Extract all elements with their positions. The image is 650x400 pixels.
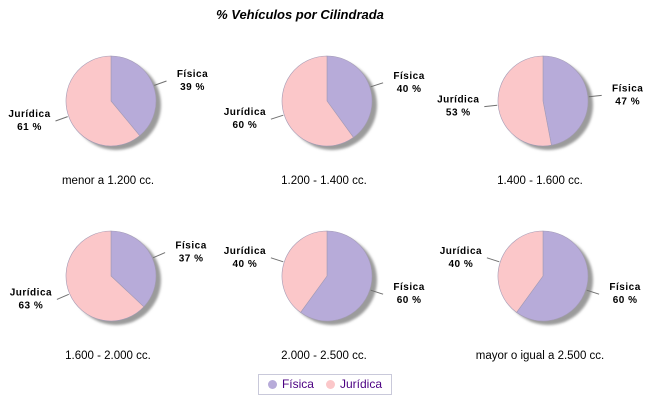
- leader-line-juridica: [56, 293, 69, 300]
- pie-chart-4: Física 60 % Jurídica 40 % 2.000 - 2.500 cc.: [224, 230, 424, 362]
- chart-caption: mayor o igual a 2.500 cc.: [476, 350, 605, 362]
- juridica-swatch-icon: [325, 379, 335, 389]
- legend-label-fisica: Física: [281, 377, 314, 391]
- slice-name-label: Jurídica: [224, 246, 266, 257]
- slice-percent-label: 60 %: [397, 295, 422, 306]
- fisica-swatch-icon: [267, 379, 277, 389]
- pie-slice-juridica: [281, 230, 328, 313]
- legend-item-juridica: Jurídica: [325, 377, 383, 391]
- slice-name-label: Jurídica: [8, 109, 50, 120]
- legend-box: Física Jurídica: [257, 374, 393, 395]
- chart-cell-4: Física 60 % Jurídica 40 % 2.000 - 2.500 cc.: [216, 213, 432, 373]
- slice-name-label: Física: [612, 83, 643, 94]
- legend: Física Jurídica: [0, 374, 650, 395]
- chart-caption: menor a 1.200 cc.: [62, 175, 154, 187]
- chart-caption: 1.600 - 2.000 cc.: [65, 350, 151, 362]
- pie-slice-fisica: [516, 230, 589, 322]
- slice-percent-label: 40 %: [449, 259, 474, 270]
- slice-percent-label: 61 %: [17, 122, 42, 133]
- legend-label-juridica: Jurídica: [339, 377, 383, 391]
- leader-line-juridica: [55, 116, 68, 122]
- slice-name-label: Jurídica: [437, 95, 479, 106]
- slice-name-label: Física: [609, 282, 640, 293]
- chart-row: Física 37 % Jurídica 63 % 1.600 - 2.000 cc. F…: [0, 213, 650, 373]
- slice-percent-label: 60 %: [613, 295, 638, 306]
- charts-grid: Física 39 % Jurídica 61 % menor a 1.200 cc. F…: [0, 38, 650, 373]
- chart-caption: 1.200 - 1.400 cc.: [281, 175, 367, 187]
- slice-name-label: Jurídica: [224, 107, 266, 118]
- slice-name-label: Jurídica: [10, 287, 52, 298]
- pie-chart-0: Física 39 % Jurídica 61 % menor a 1.200 cc.: [8, 55, 208, 187]
- legend-item-fisica: Física: [267, 377, 314, 391]
- slice-name-label: Física: [393, 71, 424, 82]
- pie-slice-fisica: [110, 230, 157, 308]
- leader-line-fisica: [588, 94, 602, 98]
- slice-percent-label: 39 %: [180, 82, 205, 93]
- chart-title: % Vehículos por Cilindrada: [216, 7, 384, 22]
- slice-name-label: Jurídica: [440, 246, 482, 257]
- chart-caption: 1.400 - 1.600 cc.: [497, 175, 583, 187]
- pie-slice-fisica: [542, 55, 589, 146]
- leader-line-fisica: [370, 82, 384, 88]
- leader-line-juridica: [270, 114, 284, 120]
- pie-chart-2: Física 47 % Jurídica 53 % 1.400 - 1.600 cc.: [437, 55, 643, 187]
- chart-cell-0: Física 39 % Jurídica 61 % menor a 1.200 cc.: [0, 38, 216, 198]
- slice-percent-label: 63 %: [19, 300, 44, 311]
- pie-slice-fisica: [300, 230, 373, 322]
- chart-cell-2: Física 47 % Jurídica 53 % 1.400 - 1.600 cc.: [432, 38, 648, 198]
- slice-percent-label: 53 %: [446, 108, 471, 119]
- slice-name-label: Física: [177, 69, 208, 80]
- slice-percent-label: 40 %: [397, 84, 422, 95]
- leader-line-juridica: [486, 257, 500, 263]
- leader-line-fisica: [154, 80, 167, 86]
- slice-name-label: Física: [175, 241, 206, 252]
- pie-slice-fisica: [326, 55, 373, 138]
- slice-name-label: Física: [393, 282, 424, 293]
- pie-chart-3: Física 37 % Jurídica 63 % 1.600 - 2.000 cc.: [10, 230, 206, 362]
- chart-cell-3: Física 37 % Jurídica 63 % 1.600 - 2.000 cc.: [0, 213, 216, 373]
- pie-slice-juridica: [497, 230, 544, 313]
- pie-slice-juridica: [497, 55, 552, 147]
- chart-cell-5: Física 60 % Jurídica 40 % mayor o igual a 2.…: [432, 213, 648, 373]
- pie-chart-1: Física 40 % Jurídica 60 % 1.200 - 1.400 cc.: [224, 55, 424, 187]
- slice-percent-label: 60 %: [233, 120, 258, 131]
- pie-slice-juridica: [65, 230, 145, 322]
- leader-line-juridica: [270, 257, 284, 263]
- slice-percent-label: 40 %: [233, 259, 258, 270]
- leader-line-fisica: [153, 252, 166, 259]
- pie-chart-5: Física 60 % Jurídica 40 % mayor o igual a 2.…: [440, 230, 640, 362]
- chart-caption: 2.000 - 2.500 cc.: [281, 350, 367, 362]
- pie-slice-juridica: [281, 55, 354, 147]
- slice-percent-label: 37 %: [179, 254, 204, 265]
- leader-line-fisica: [370, 289, 384, 295]
- chart-cell-1: Física 40 % Jurídica 60 % 1.200 - 1.400 cc.: [216, 38, 432, 198]
- pie-slice-fisica: [110, 55, 157, 137]
- pie-slice-juridica: [65, 55, 141, 147]
- leader-line-juridica: [484, 104, 498, 108]
- slice-percent-label: 47 %: [615, 96, 640, 107]
- chart-row: Física 39 % Jurídica 61 % menor a 1.200 cc. F…: [0, 38, 650, 198]
- leader-line-fisica: [586, 289, 600, 295]
